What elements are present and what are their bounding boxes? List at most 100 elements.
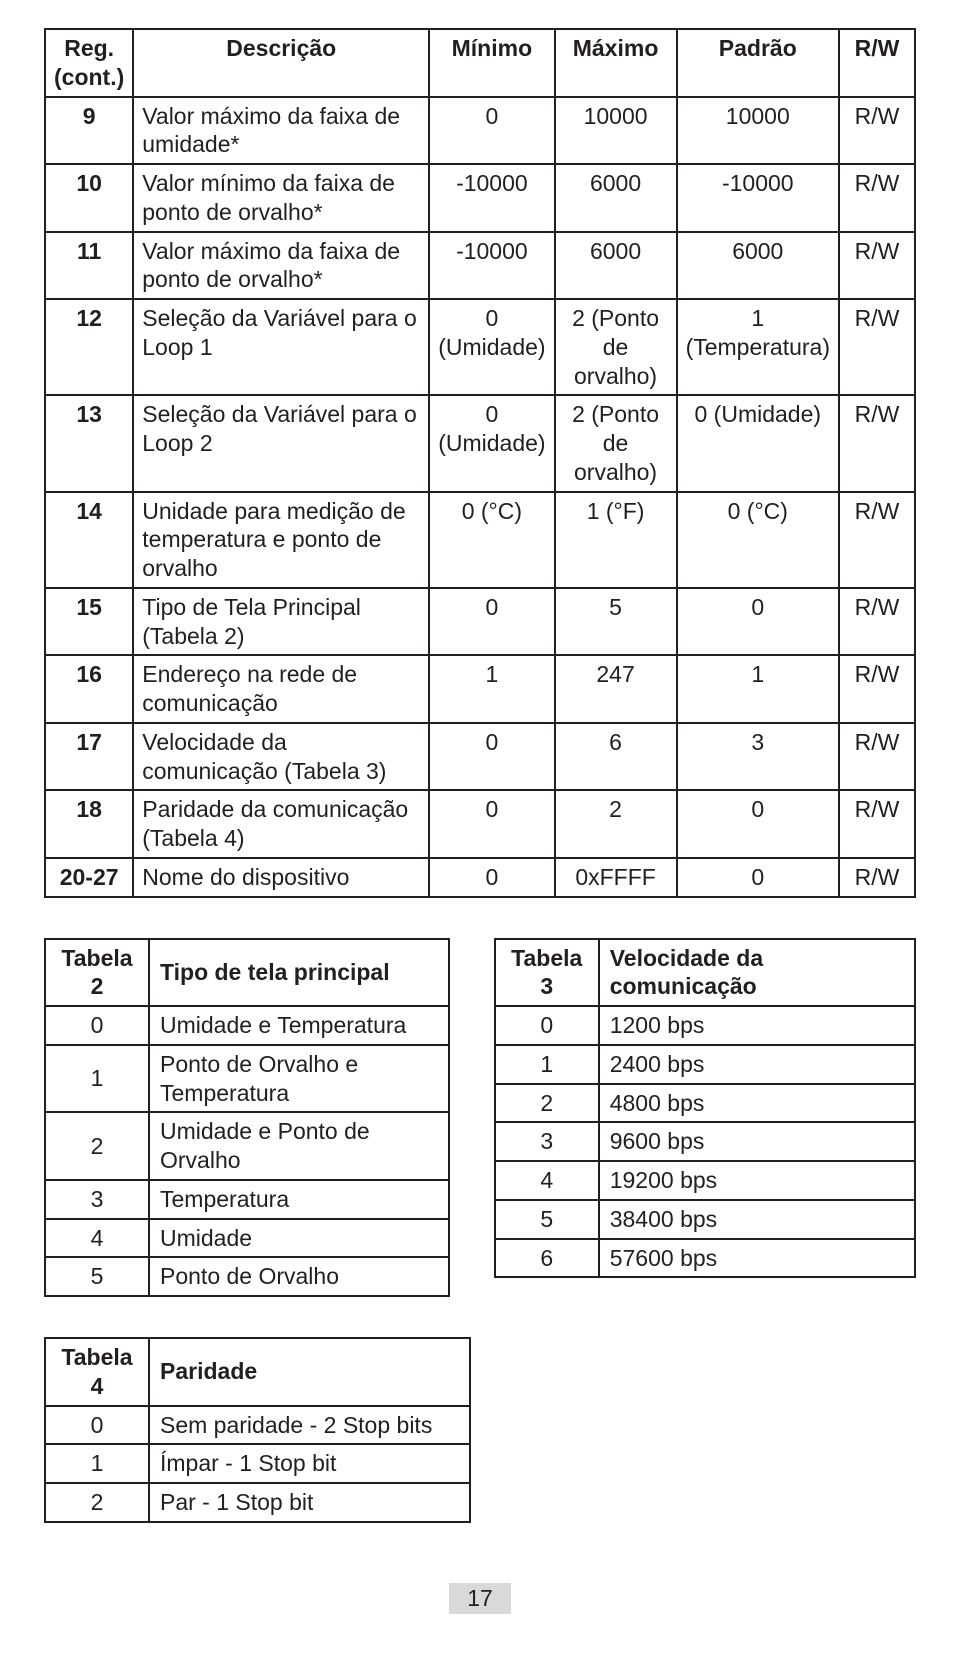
cell-min: 1 xyxy=(429,655,554,723)
cell-rw: R/W xyxy=(839,588,915,656)
table-row: 14Unidade para medição de temperatura e … xyxy=(45,492,915,588)
table-row: 20-27Nome do dispositivo00xFFFF0R/W xyxy=(45,858,915,897)
cell-key: 4 xyxy=(45,1219,149,1258)
table-row: 12400 bps xyxy=(495,1045,915,1084)
cell-max: 2 (Ponto de orvalho) xyxy=(555,395,677,491)
cell-key: 5 xyxy=(495,1200,599,1239)
cell-max: 1 (°F) xyxy=(555,492,677,588)
table-row: 0Umidade e Temperatura xyxy=(45,1006,449,1045)
cell-key: 0 xyxy=(45,1006,149,1045)
cell-key: 2 xyxy=(45,1483,149,1522)
cell-val: Umidade e Temperatura xyxy=(149,1006,449,1045)
cell-pad: 0 xyxy=(677,858,839,897)
cell-min: 0 (°C) xyxy=(429,492,554,588)
cell-rw: R/W xyxy=(839,492,915,588)
cell-rw: R/W xyxy=(839,232,915,300)
cell-val: Umidade xyxy=(149,1219,449,1258)
t2-title: Tabela 2 xyxy=(45,939,149,1007)
page-number-box: 17 xyxy=(44,1583,916,1614)
cell-key: 5 xyxy=(45,1257,149,1296)
cell-min: 0 (Umidade) xyxy=(429,395,554,491)
cell-val: Sem paridade - 2 Stop bits xyxy=(149,1406,470,1445)
table-row: 10Valor mínimo da faixa de ponto de orva… xyxy=(45,164,915,232)
cell-max: 6000 xyxy=(555,232,677,300)
cell-desc: Valor mínimo da faixa de ponto de orvalh… xyxy=(133,164,429,232)
cell-desc: Nome do dispositivo xyxy=(133,858,429,897)
cell-pad: 0 xyxy=(677,790,839,858)
cell-reg: 17 xyxy=(45,723,133,791)
cell-val: 9600 bps xyxy=(599,1122,915,1161)
cell-key: 1 xyxy=(45,1444,149,1483)
cell-desc: Unidade para medição de temperatura e po… xyxy=(133,492,429,588)
cell-max: 5 xyxy=(555,588,677,656)
cell-val: Temperatura xyxy=(149,1180,449,1219)
cell-max: 2 xyxy=(555,790,677,858)
cell-key: 0 xyxy=(45,1406,149,1445)
cell-pad: 0 (°C) xyxy=(677,492,839,588)
cell-desc: Seleção da Variável para o Loop 2 xyxy=(133,395,429,491)
cell-key: 1 xyxy=(495,1045,599,1084)
cell-key: 2 xyxy=(45,1112,149,1180)
cell-reg: 10 xyxy=(45,164,133,232)
cell-reg: 11 xyxy=(45,232,133,300)
cell-reg: 9 xyxy=(45,97,133,165)
table-row: 39600 bps xyxy=(495,1122,915,1161)
cell-pad: 6000 xyxy=(677,232,839,300)
cell-pad: -10000 xyxy=(677,164,839,232)
page-number: 17 xyxy=(449,1583,511,1614)
table-row: 13Seleção da Variável para o Loop 20 (Um… xyxy=(45,395,915,491)
cell-rw: R/W xyxy=(839,790,915,858)
cell-val: Ponto de Orvalho xyxy=(149,1257,449,1296)
cell-val: Par - 1 Stop bit xyxy=(149,1483,470,1522)
table-row: 5Ponto de Orvalho xyxy=(45,1257,449,1296)
hdr-desc: Descrição xyxy=(133,29,429,97)
table-row: 657600 bps xyxy=(495,1239,915,1278)
cell-reg: 16 xyxy=(45,655,133,723)
table-row: 24800 bps xyxy=(495,1084,915,1123)
cell-desc: Paridade da comunicação (Tabela 4) xyxy=(133,790,429,858)
t4-header: Paridade xyxy=(149,1338,470,1406)
cell-pad: 10000 xyxy=(677,97,839,165)
cell-key: 3 xyxy=(495,1122,599,1161)
cell-key: 0 xyxy=(495,1006,599,1045)
table-row: 16Endereço na rede de comunicação12471R/… xyxy=(45,655,915,723)
cell-reg: 13 xyxy=(45,395,133,491)
table-row: 01200 bps xyxy=(495,1006,915,1045)
cell-reg: 18 xyxy=(45,790,133,858)
cell-max: 247 xyxy=(555,655,677,723)
cell-pad: 1 (Temperatura) xyxy=(677,299,839,395)
table-2: Tabela 2 Tipo de tela principal 0Umidade… xyxy=(44,938,450,1298)
table-row: 1Ponto de Orvalho e Temperatura xyxy=(45,1045,449,1113)
table-row: 18Paridade da comunicação (Tabela 4)020R… xyxy=(45,790,915,858)
cell-rw: R/W xyxy=(839,299,915,395)
table-row: 419200 bps xyxy=(495,1161,915,1200)
table-row: 1Ímpar - 1 Stop bit xyxy=(45,1444,470,1483)
cell-key: 1 xyxy=(45,1045,149,1113)
cell-desc: Endereço na rede de comunicação xyxy=(133,655,429,723)
cell-val: 1200 bps xyxy=(599,1006,915,1045)
cell-key: 3 xyxy=(45,1180,149,1219)
cell-max: 10000 xyxy=(555,97,677,165)
table-row: 12Seleção da Variável para o Loop 10 (Um… xyxy=(45,299,915,395)
cell-val: Ímpar - 1 Stop bit xyxy=(149,1444,470,1483)
cell-rw: R/W xyxy=(839,723,915,791)
cell-min: 0 (Umidade) xyxy=(429,299,554,395)
cell-desc: Velocidade da comunicação (Tabela 3) xyxy=(133,723,429,791)
cell-reg: 14 xyxy=(45,492,133,588)
cell-min: -10000 xyxy=(429,164,554,232)
cell-max: 6000 xyxy=(555,164,677,232)
cell-key: 2 xyxy=(495,1084,599,1123)
cell-max: 0xFFFF xyxy=(555,858,677,897)
cell-pad: 0 xyxy=(677,588,839,656)
cell-min: 0 xyxy=(429,858,554,897)
cell-val: Ponto de Orvalho e Temperatura xyxy=(149,1045,449,1113)
hdr-max: Máximo xyxy=(555,29,677,97)
table-row: 17Velocidade da comunicação (Tabela 3)06… xyxy=(45,723,915,791)
cell-desc: Tipo de Tela Principal (Tabela 2) xyxy=(133,588,429,656)
cell-desc: Valor máximo da faixa de ponto de orvalh… xyxy=(133,232,429,300)
t3-header: Velocidade da comunicação xyxy=(599,939,915,1007)
cell-min: 0 xyxy=(429,588,554,656)
cell-rw: R/W xyxy=(839,655,915,723)
cell-rw: R/W xyxy=(839,858,915,897)
cell-val: 2400 bps xyxy=(599,1045,915,1084)
